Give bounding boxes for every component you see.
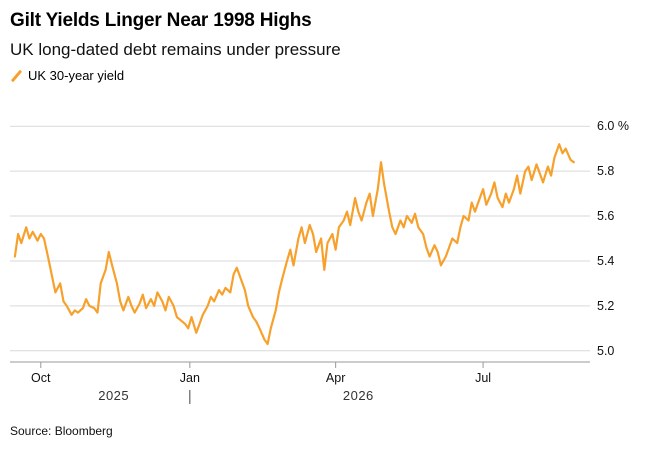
series-line-0 xyxy=(13,143,575,346)
y-tick-label-5: 5.0 xyxy=(597,344,614,358)
y-tick-label-1: 5.8 xyxy=(597,164,614,178)
y-tick-label-3: 5.4 xyxy=(597,254,614,268)
year-label-0: 2025 xyxy=(98,388,129,403)
x-tick-label-0: Oct xyxy=(31,371,51,385)
x-tick-label-1: Jan xyxy=(180,371,200,385)
y-tick-label-2: 5.6 xyxy=(597,209,614,223)
y-tick-label-4: 5.2 xyxy=(597,299,614,313)
legend: UK 30-year yield xyxy=(10,68,124,83)
source-note: Source: Bloomberg xyxy=(10,424,113,438)
year-label-1: 2026 xyxy=(343,388,374,403)
x-tick-label-2: Apr xyxy=(326,371,345,385)
chart-subtitle: UK long-dated debt remains under pressur… xyxy=(10,40,341,59)
y-tick-label-0: 6.0 % xyxy=(597,119,629,133)
legend-label: UK 30-year yield xyxy=(28,68,125,83)
chart-title: Gilt Yields Linger Near 1998 Highs xyxy=(10,10,312,31)
x-tick-label-3: Jul xyxy=(475,371,491,385)
